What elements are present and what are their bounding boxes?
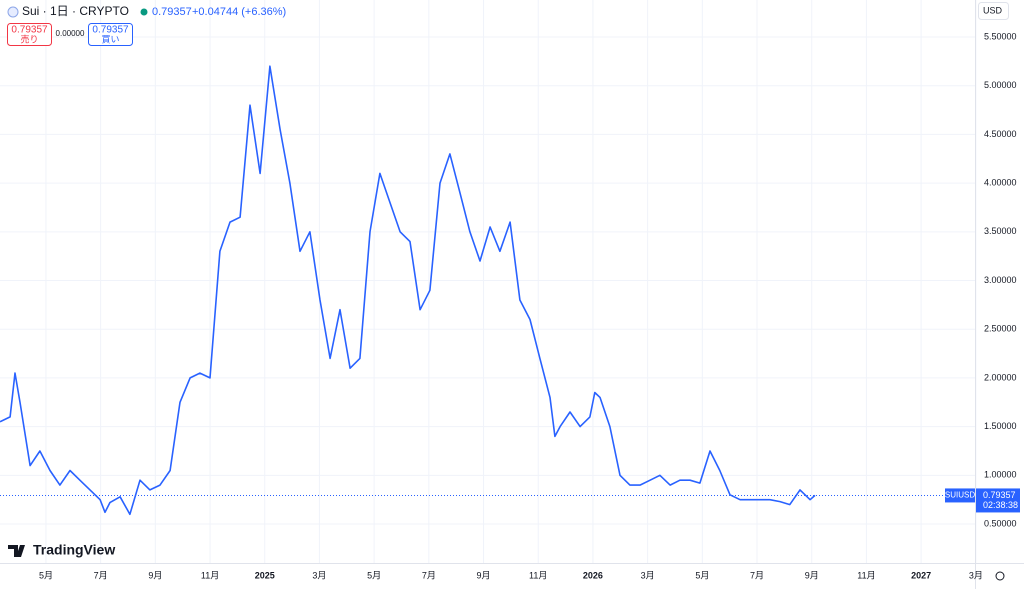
x-tick-label: 9月 (805, 570, 819, 580)
y-tick-label: 2.50000 (984, 324, 1017, 334)
symbol-tag-text: SUIUSD (945, 491, 975, 500)
change: +0.04744 (+6.36%) (192, 6, 286, 18)
buy-button[interactable] (88, 23, 133, 46)
buy-label: 買い (101, 34, 119, 44)
sell-label: 売り (20, 33, 38, 44)
x-tick-label: 11月 (857, 570, 875, 580)
currency: USD (983, 5, 1003, 15)
currency-button[interactable] (978, 2, 1009, 20)
x-tick-label: 9月 (477, 570, 491, 580)
x-tick-label: 7月 (94, 570, 108, 580)
x-tick-label: 5月 (39, 570, 53, 580)
symbol-tag (945, 488, 975, 503)
x-tick-label: 7月 (422, 570, 436, 580)
x-tick-label: 2026 (583, 570, 603, 580)
coin-icon (7, 6, 19, 18)
x-tick-label: 11月 (529, 570, 547, 580)
price-tag-text: 0.79357 (983, 490, 1016, 500)
x-tick-label: 3月 (312, 570, 326, 580)
brand: TradingView (33, 542, 115, 558)
price: 0.79357 (152, 6, 192, 18)
buy-price: 0.79357 (92, 25, 129, 36)
symbol: Sui · 1日 · CRYPTO (22, 4, 129, 18)
y-tick-label: 1.00000 (984, 470, 1017, 480)
y-tick-label: 5.50000 (984, 31, 1017, 41)
sell-button[interactable] (7, 23, 52, 46)
countdown: 02:38:38 (983, 500, 1018, 510)
y-tick-label: 3.00000 (984, 275, 1017, 285)
logo: TradingView (8, 542, 115, 558)
y-tick-label: 4.50000 (984, 129, 1017, 139)
spread: 0.00000 (56, 29, 85, 38)
x-tick-label: 2025 (255, 570, 275, 580)
sell-price: 0.79357 (11, 25, 48, 36)
x-tick-label: 7月 (750, 570, 764, 580)
y-tick-label: 2.00000 (984, 372, 1017, 382)
x-tick-label: 3月 (969, 570, 983, 580)
y-tick-label: 1.50000 (984, 421, 1017, 431)
price-tag (976, 488, 1020, 513)
y-tick-label: 0.50000 (984, 518, 1017, 528)
x-tick-label: 2027 (911, 570, 931, 580)
status-dot (140, 8, 148, 16)
x-tick-label: 9月 (148, 570, 162, 580)
y-tick-label: 3.50000 (984, 226, 1017, 236)
x-tick-label: 11月 (201, 570, 219, 580)
y-tick-label: 4.00000 (984, 177, 1017, 187)
x-tick-label: 3月 (641, 570, 655, 580)
x-tick-label: 5月 (695, 570, 709, 580)
price-line (0, 65, 816, 516)
y-tick-label: 5.00000 (984, 80, 1017, 90)
settings-icon[interactable] (995, 571, 1005, 581)
x-tick-label: 5月 (367, 570, 381, 580)
